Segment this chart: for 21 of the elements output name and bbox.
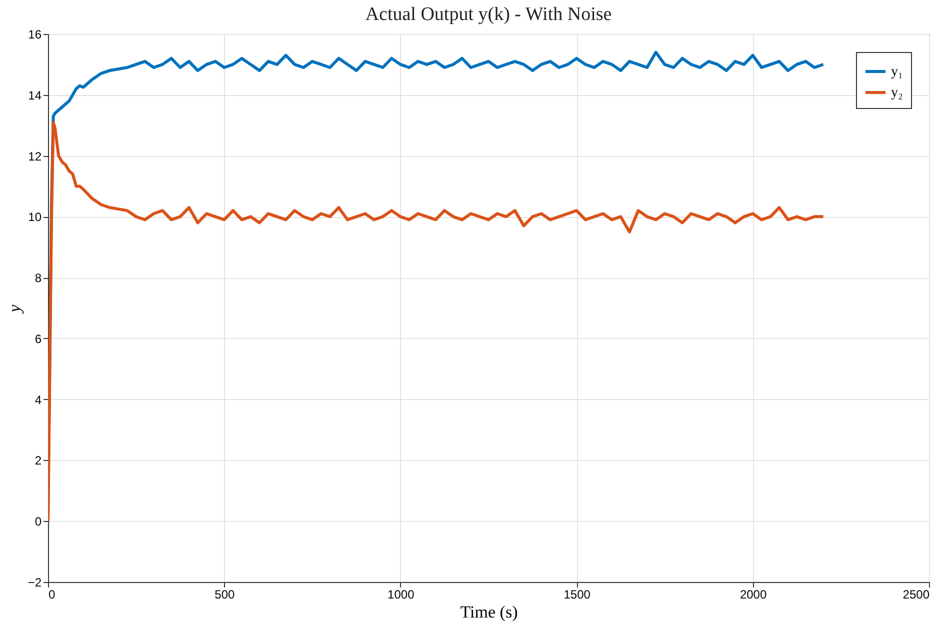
y-tick-label: 6	[34, 332, 42, 346]
y-axis-title: y	[4, 304, 24, 314]
y-tick-label: 8	[34, 271, 42, 286]
y-tick-label: 2	[34, 454, 42, 468]
chart-title: Actual Output y(k) - With Noise	[365, 4, 612, 25]
legend-label: y₁	[891, 64, 903, 80]
x-tick-label: 500	[214, 588, 236, 602]
x-tick-label: 0	[48, 588, 56, 602]
y-tick-label: 14	[28, 88, 42, 102]
y-tick-label: 10	[28, 210, 42, 224]
x-tick-label: 1500	[564, 588, 591, 602]
y-tick-label: 12	[28, 149, 42, 164]
x-tick-label: 2000	[740, 588, 767, 602]
legend-label: y₂	[891, 86, 903, 100]
y-tick-label: −2	[28, 576, 42, 590]
y-tick-label: 0	[34, 514, 42, 529]
y-tick-label: 16	[28, 28, 42, 42]
x-tick-label: 1000	[388, 588, 415, 602]
y-tick-label: 4	[34, 392, 42, 407]
x-tick-label: 2500	[902, 588, 930, 602]
x-axis-title: Time (s)	[460, 602, 518, 622]
